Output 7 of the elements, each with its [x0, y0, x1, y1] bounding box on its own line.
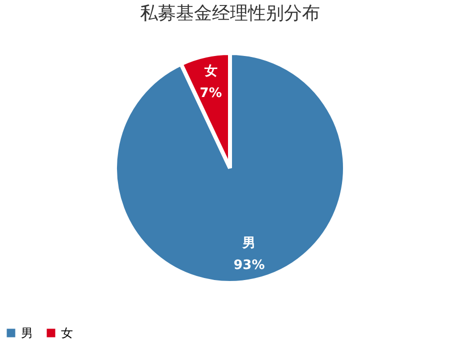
data-label: 7%	[200, 86, 222, 102]
data-label: 93%	[234, 258, 265, 273]
chart-title: 私募基金经理性别分布	[140, 3, 320, 24]
legend-label: 女	[61, 326, 73, 340]
slice-label: 男	[242, 236, 256, 251]
slice-label: 女	[203, 64, 218, 80]
legend-label: 男	[21, 326, 33, 340]
